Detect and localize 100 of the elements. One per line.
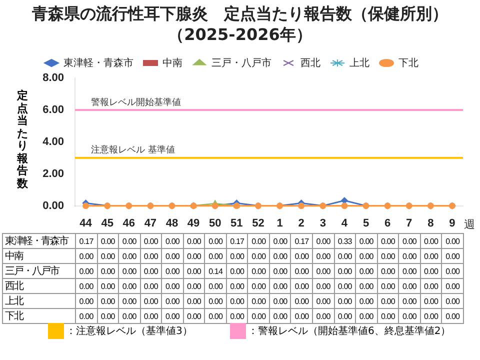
text: 0.00 [316,282,330,290]
text: 0.00 [380,282,395,290]
text: 0.00 [316,252,330,260]
x-tick-label: 52 [252,217,264,230]
text: 0.00 [252,266,266,276]
data-label: 0.00 [162,308,184,324]
data-label: 0.00 [377,308,399,324]
x-tick-label: 49 [187,217,200,230]
text: 0.00 [338,252,352,260]
x-tick-label: 3 [320,217,326,230]
data-label: 0.00 [290,308,313,324]
text: 0.00 [230,282,244,290]
data-label: 0.00 [140,234,162,248]
text: 0.00 [100,282,115,290]
text: 0.00 [294,296,309,306]
y-tick-label: 4.00 [42,136,64,148]
text: 0.00 [187,296,201,306]
text: 0.00 [380,266,395,276]
data-label: 0.00 [356,308,378,324]
data-label: 0.00 [248,234,270,248]
x-tick-label: 2 [298,217,304,230]
text: 0.00 [402,282,416,290]
data-label: 0.00 [226,308,248,324]
text: 上北 [5,296,23,307]
x-tick-label: 5 [362,217,370,230]
chart-subtitle: （2025-2026年） [168,25,312,44]
data-label: 0.00 [118,308,140,324]
text: 0.00 [122,296,136,306]
data-label: 0.00 [248,308,270,324]
legend-label: 下北 [398,56,418,69]
legend-label: 上北 [350,56,370,69]
legend-label: 東津軽・青森市 [64,56,134,69]
text: 0.00 [380,296,395,306]
x-tick-label: 9 [449,217,456,230]
data-label: 0.33 [334,234,356,248]
text: 0.00 [208,252,223,260]
text: 0.00 [208,296,223,306]
data-label: 0.00 [420,308,442,324]
x-tick-label: 8 [428,217,434,230]
text: 0.00 [79,282,94,290]
data-label: 0.17 [226,234,248,248]
text: 0.00 [165,296,180,306]
text: 0.00 [446,282,460,290]
text: 0.00 [144,266,158,276]
x-tick-label: 1 [276,217,283,230]
text: 0.00 [165,282,180,290]
text: 0.00 [165,266,180,276]
y-tick-label: 2.00 [42,168,64,180]
x-tick-label: 50 [208,217,222,230]
text: 0.00 [359,282,374,290]
text: 0.00 [79,296,94,306]
text: 0.00 [338,282,352,290]
data-label: 0.00 [118,234,140,248]
text: 0.00 [230,296,244,306]
text: 0.00 [122,282,136,290]
x-tick-label: 47 [144,217,157,230]
text: 0.00 [273,282,288,290]
x-tick-label: 51 [230,217,243,230]
text: 0.00 [79,252,94,260]
x-tick-label: 4 [341,217,348,230]
data-label: 0.17 [76,234,98,248]
text: 0.00 [252,282,266,290]
text: 0.00 [402,266,416,276]
data-label: 0.14 [204,264,226,278]
y-tick-label: 6.00 [42,104,64,116]
text: 0.00 [316,266,330,276]
text: 0.00 [165,252,180,260]
text: ：警報レベル（開始基準値6、終息基準値2） [248,324,451,338]
text: 0.00 [187,252,201,260]
text: 0.00 [338,296,352,306]
text: 0.00 [424,252,438,260]
text: 0.00 [273,252,288,260]
x-tick-label: 44 [80,217,93,230]
text: 0.00 [446,252,460,260]
data-label: 0.00 [398,308,420,324]
text: 0.00 [144,252,158,260]
text: 0.00 [100,296,115,306]
data-label: 0.00 [204,234,226,248]
text: 0.00 [294,266,309,276]
text: 0.00 [294,252,309,260]
text: ：注意報レベル（基準値3） [66,324,192,338]
text: 0.00 [359,266,374,276]
text: 0.00 [252,296,266,306]
data-label: 0.00 [269,234,291,248]
data-label: 0.00 [204,308,226,324]
data-label: 0.00 [442,234,464,248]
text: 0.00 [273,296,288,306]
text: 0.00 [316,296,330,306]
data-label: 0.00 [312,234,334,248]
text: 0.00 [100,252,115,260]
text: 0.00 [273,266,288,276]
data-label: 0.00 [76,308,98,324]
legend-label: 中南 [162,56,182,69]
data-label: 0.00 [162,234,184,248]
text: 0.00 [424,266,438,276]
text: 0.00 [446,296,460,306]
text: 0.00 [79,266,94,276]
ref-line-label: 注意報レベル 基準値 [91,144,175,156]
text: 0.00 [100,266,115,276]
legend-label: 西北 [300,56,320,69]
